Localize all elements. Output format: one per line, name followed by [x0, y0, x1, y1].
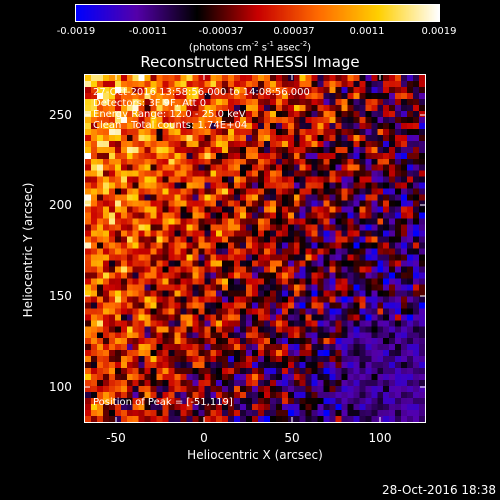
colorbar-tick: 0.00037 — [273, 26, 315, 37]
y-tick: 150 — [49, 289, 72, 303]
x-tick: 50 — [284, 431, 300, 445]
colorbar-tick: 0.0019 — [421, 26, 457, 37]
y-axis-label: Heliocentric Y (arcsec) — [21, 182, 35, 318]
info-energy: Energy Range: 12.0 - 25.0 keV — [93, 109, 246, 120]
info-detectors: Detectors: 3F 9F, Att 0 — [93, 98, 207, 109]
colorbar-tick: 0.0011 — [349, 26, 385, 37]
y-tick: 100 — [49, 380, 72, 394]
plot-title: Reconstructed RHESSI Image — [140, 53, 360, 71]
plot-area: 27-Oct-2016 13:58:56.000 to 14:08:56.000… — [84, 74, 426, 423]
x-tick: 100 — [368, 431, 392, 445]
info-method: Clean — [93, 120, 122, 131]
colorbar-tick: -0.00037 — [198, 26, 244, 37]
date-stamp: 28-Oct-2016 18:38 — [382, 483, 496, 497]
colorbar — [75, 4, 440, 22]
info-peak: Position of Peak = [-51,119] — [93, 397, 233, 408]
info-counts: Total counts: 1.74E+04 — [131, 120, 248, 131]
colorbar-tick: -0.0011 — [128, 26, 168, 37]
colorbar-tick: -0.0019 — [56, 26, 96, 37]
y-tick: 200 — [49, 198, 72, 212]
x-tick: 0 — [200, 431, 208, 445]
y-tick: 250 — [49, 108, 72, 122]
colorbar-unit: (photons cm-2 s-1 asec-2) — [188, 40, 312, 54]
x-axis-label: Heliocentric X (arcsec) — [187, 448, 323, 462]
info-time: 27-Oct-2016 13:58:56.000 to 14:08:56.000 — [93, 87, 310, 98]
x-tick: -50 — [106, 431, 126, 445]
heatmap-image — [85, 75, 425, 422]
